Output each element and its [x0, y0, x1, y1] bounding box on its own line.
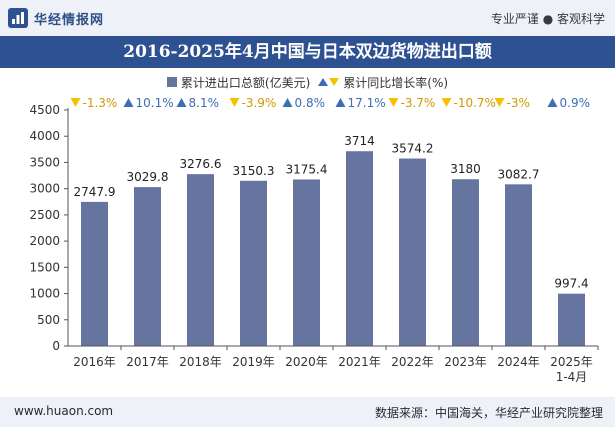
growth-rate-label: 0.8%: [295, 96, 326, 110]
bar-value-label: 3029.8: [127, 170, 169, 184]
bar: [187, 174, 214, 346]
footer-source: 数据来源：中国海关，华经产业研究院整理: [374, 406, 603, 420]
top-bar: 华经情报网 专业严谨 ● 客观科学: [0, 0, 615, 36]
bar: [240, 180, 267, 346]
footer-url: www.huaon.com: [14, 404, 114, 418]
y-tick-label: 3000: [29, 182, 60, 196]
growth-rate-label: -3%: [507, 96, 530, 110]
x-tick-label: 2018年: [179, 355, 222, 369]
growth-up-arrow: [176, 98, 187, 107]
growth-rate-label: 8.1%: [189, 96, 220, 110]
legend-label-total: 累计进出口总额(亿美元): [180, 75, 311, 90]
bar-value-label: 3574.2: [392, 142, 434, 156]
y-tick-label: 1000: [29, 287, 60, 301]
chart-title: 2016-2025年4月中国与日本双边货物进出口额: [123, 42, 492, 62]
growth-up-arrow: [547, 98, 558, 107]
x-tick-label: 2020年: [285, 355, 328, 369]
y-tick-label: 1500: [29, 260, 60, 274]
y-tick-label: 3500: [29, 155, 60, 169]
bar: [452, 179, 479, 346]
growth-rate-label: -1.3%: [83, 96, 118, 110]
bar: [293, 179, 320, 346]
growth-rate-label: -3.7%: [401, 96, 436, 110]
bar: [558, 293, 585, 346]
brand-logo-icon: [8, 8, 28, 28]
bar: [346, 151, 373, 346]
legend-item-growth: 累计同比增长率(%): [318, 74, 448, 91]
growth-down-arrow: [441, 98, 452, 107]
bar-value-label: 3276.6: [180, 157, 222, 171]
bar-value-label: 3714: [344, 134, 375, 148]
bar: [134, 187, 161, 346]
y-tick-label: 4000: [29, 129, 60, 143]
bar: [81, 201, 108, 346]
x-tick-label: 2024年: [497, 355, 540, 369]
growth-up-arrow: [335, 98, 346, 107]
growth-rate-label: 10.1%: [136, 96, 174, 110]
triangle-down-icon: [329, 78, 340, 86]
x-tick-label: 2021年: [338, 355, 381, 369]
bar-value-label: 997.4: [554, 277, 588, 291]
brand: 华经情报网: [8, 8, 104, 28]
growth-up-arrow: [123, 98, 134, 107]
triangle-up-icon: [318, 78, 329, 86]
x-tick-label: 2023年: [444, 355, 487, 369]
bar-chart: 0 500 1000 1500 2000 2500 3000 3500 4000 4500 2747…: [29, 96, 599, 384]
y-tick-label: 2000: [29, 234, 60, 248]
legend-item-total: 累计进出口总额(亿美元): [166, 74, 311, 91]
x-tick-label: 2025年: [550, 355, 593, 369]
y-tick-label: 4500: [29, 103, 60, 117]
footer: www.huaon.com 数据来源：中国海关，华经产业研究院整理: [0, 397, 615, 427]
y-tick-label: 500: [37, 313, 60, 327]
bar-value-label: 3082.7: [498, 167, 540, 181]
growth-rate-label: 0.9%: [560, 96, 591, 110]
growth-rate-label: 17.1%: [348, 96, 386, 110]
growth-down-arrow: [70, 98, 81, 107]
bar-value-label: 3150.3: [233, 164, 275, 178]
x-tick-label: 2016年: [73, 355, 116, 369]
growth-down-arrow: [388, 98, 399, 107]
x-tick-label: 2019年: [232, 355, 275, 369]
growth-down-arrow: [229, 98, 240, 107]
tagline: 专业严谨 ● 客观科学: [490, 12, 605, 26]
x-tick-sublabel: 1-4月: [556, 370, 588, 384]
growth-rate-label: -3.9%: [242, 96, 277, 110]
bar-value-label: 3180: [450, 162, 481, 176]
x-tick-label: 2017年: [126, 355, 169, 369]
growth-rate-label: -10.7%: [454, 96, 496, 110]
bar: [399, 158, 426, 346]
title-bar: 2016-2025年4月中国与日本双边货物进出口额: [0, 36, 615, 68]
legend-swatch-bar: [166, 77, 177, 87]
bar-value-label: 3175.4: [286, 162, 328, 176]
bar-value-label: 2747.9: [74, 185, 116, 199]
legend-label-growth: 累计同比增长率(%): [343, 75, 449, 90]
x-tick-label: 2022年: [391, 355, 434, 369]
legend: 累计进出口总额(亿美元) 累计同比增长率(%): [0, 72, 615, 92]
growth-down-arrow: [494, 98, 505, 107]
y-tick-label: 2500: [29, 208, 60, 222]
growth-up-arrow: [282, 98, 293, 107]
bar: [505, 184, 532, 346]
brand-name: 华经情报网: [34, 12, 105, 28]
y-tick-label: 0: [52, 339, 60, 353]
